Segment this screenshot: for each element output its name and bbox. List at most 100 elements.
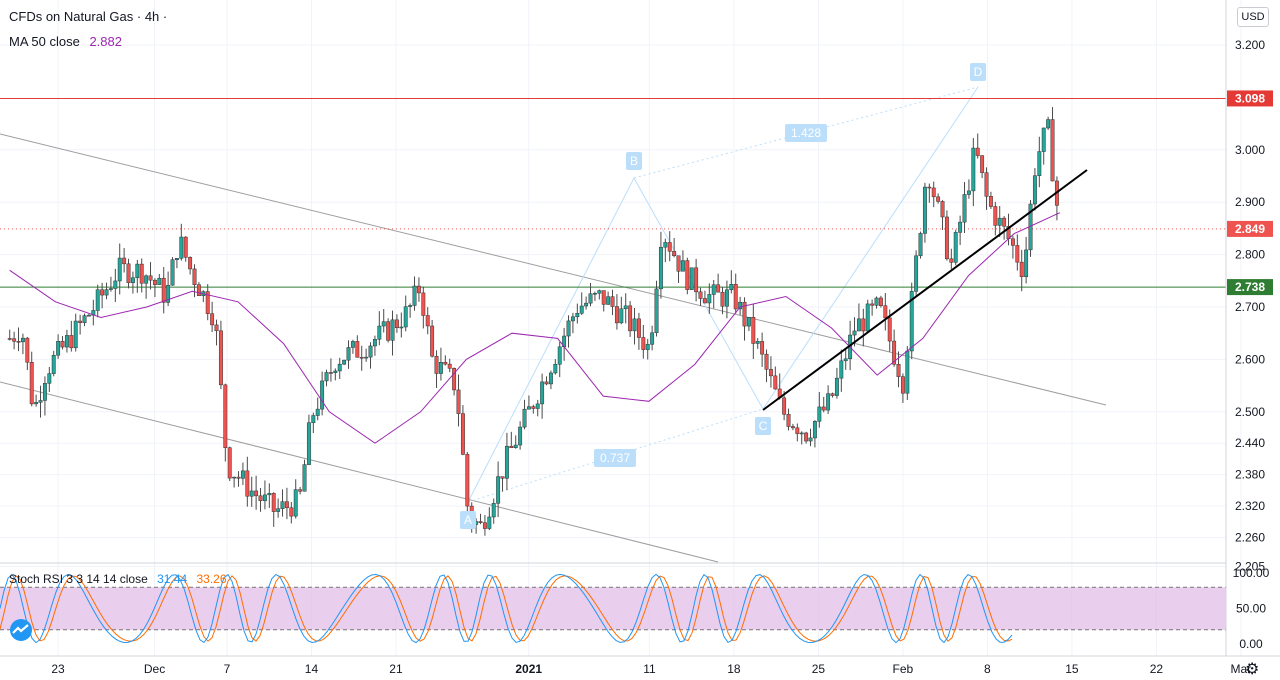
candle-body (113, 280, 118, 289)
candle-body (1015, 245, 1020, 263)
candle-body (843, 358, 848, 362)
gear-icon[interactable]: ⚙ (1245, 661, 1260, 678)
candle-body (927, 186, 932, 189)
candle-body (526, 406, 531, 410)
stoch-k-value: 31.44 (157, 572, 188, 586)
candle-body (284, 501, 289, 509)
candle-body (575, 313, 580, 318)
candle-body (491, 503, 496, 518)
candle-body (900, 376, 905, 394)
price-tag-3.098: 3.098 (1235, 91, 1265, 105)
channel-upper-line (0, 133, 1107, 406)
instrument-title: CFDs on Natural Gas · 4h · (9, 9, 168, 24)
candle-body (694, 267, 699, 293)
candle-body (245, 470, 250, 497)
candle-body (922, 186, 927, 234)
candle-body (289, 507, 294, 517)
price-tick: 2.260 (1235, 531, 1265, 545)
candle-body (733, 284, 738, 310)
candle-body (764, 353, 769, 370)
candle-body (513, 444, 518, 449)
price-tick: 2.205 (1235, 559, 1265, 573)
candle-body (940, 201, 945, 218)
candle-body (944, 216, 949, 260)
point-b-label: B (630, 154, 638, 168)
candle-body (192, 268, 197, 285)
candle-body (997, 217, 1002, 226)
candle-body (830, 393, 835, 396)
tradingview-logo-icon[interactable] (6, 618, 36, 642)
candle-body (966, 190, 971, 195)
candle-body (20, 337, 25, 343)
currency-button[interactable]: USD (1237, 7, 1269, 27)
candle-body (606, 296, 611, 305)
candle-body (971, 147, 976, 192)
candle-body (812, 421, 817, 439)
candle-body (460, 413, 465, 455)
candle-body (122, 257, 127, 265)
candle-body (100, 289, 105, 296)
candle-body (456, 389, 461, 414)
candle-body (56, 341, 61, 356)
candle-body (984, 172, 989, 197)
candle-body (298, 489, 303, 492)
ma-legend[interactable]: MA 50 close 2.882 (9, 34, 122, 49)
stoch-legend[interactable]: Stoch RSI 3 3 14 14 close 31.44 33.26 (9, 572, 227, 586)
point-c-label-badge (755, 417, 771, 435)
channel-lower-line (0, 381, 719, 563)
candle-body (724, 289, 729, 307)
candle-body (914, 255, 919, 292)
time-tick: 14 (305, 662, 319, 676)
candle-body (993, 206, 998, 226)
candle-body (320, 380, 325, 410)
candle-body (504, 445, 509, 479)
candle-body (271, 493, 276, 512)
candle-body (368, 345, 373, 358)
candle-body (1041, 127, 1046, 152)
candle-body (372, 338, 377, 347)
candle-body (773, 375, 778, 390)
ratio-ac-label: 0.737 (600, 451, 630, 465)
candle-body (553, 363, 558, 374)
candle-body (403, 306, 408, 328)
candle-body (808, 437, 813, 442)
candle-body (751, 317, 756, 344)
time-tick: 23 (51, 662, 65, 676)
candle-body (386, 321, 391, 341)
price-tick: 3.200 (1235, 38, 1265, 52)
stoch-tick: 50.00 (1236, 602, 1266, 616)
candle-body (157, 277, 162, 285)
candle-body (870, 303, 875, 306)
candle-body (412, 285, 417, 306)
candle-body (588, 293, 593, 304)
candle-body (394, 319, 399, 329)
stoch-tick: 0.00 (1239, 637, 1263, 651)
time-tick: 8 (984, 662, 991, 676)
candle-body (12, 338, 17, 342)
candle-body (698, 291, 703, 299)
candle-body (117, 257, 122, 282)
candle-body (443, 361, 448, 365)
candle-body (645, 344, 650, 350)
candle-body (276, 508, 281, 512)
ma50-line (9, 212, 1061, 444)
candle-body (540, 381, 545, 405)
candle-body (614, 306, 619, 324)
candle-body (86, 314, 91, 317)
point-a-label-badge (460, 511, 476, 529)
candle-body (408, 305, 413, 307)
candle-body (936, 196, 941, 202)
candle-body (183, 236, 188, 258)
point-d-label: D (974, 65, 983, 79)
candle-body (240, 470, 245, 479)
candle-body (29, 361, 34, 405)
candle-body (1046, 119, 1051, 129)
candle-body (174, 258, 179, 260)
candle-body (522, 408, 527, 428)
time-tick: 22 (1150, 662, 1164, 676)
candle-body (205, 291, 210, 314)
candle-body (852, 330, 857, 336)
candle-body (254, 490, 259, 497)
